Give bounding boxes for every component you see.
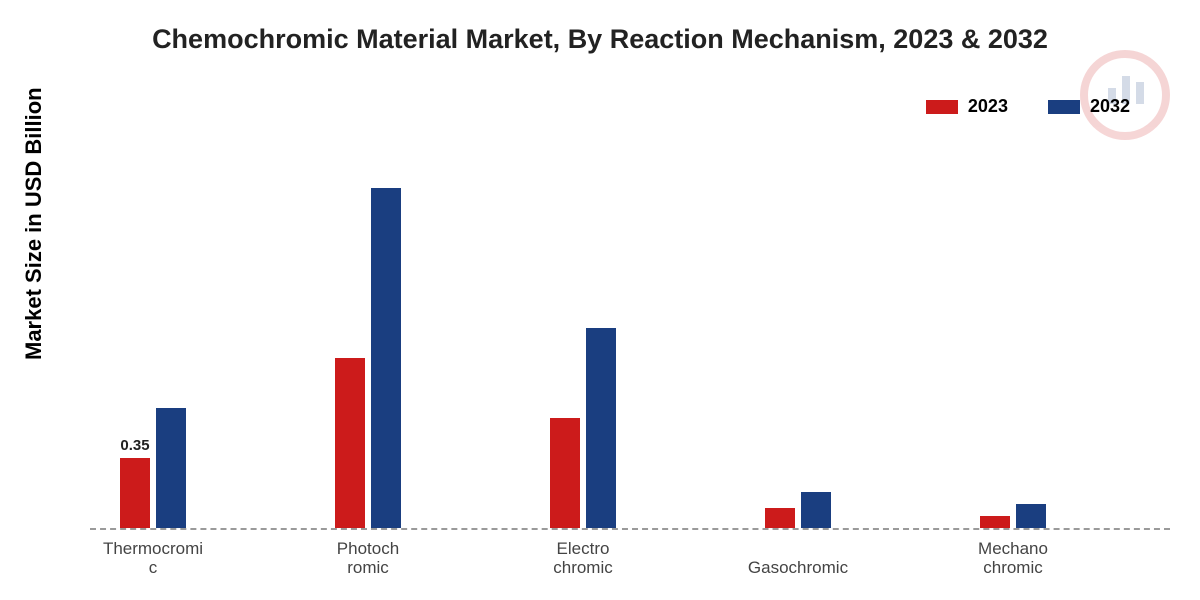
category-label: Mechanochromic [943,539,1083,578]
category-label: Thermocromic [83,539,223,578]
category-label: Electrochromic [513,539,653,578]
bar-2023 [120,458,150,528]
y-axis-label: Market Size in USD Billion [21,87,47,360]
plot-area: 0.35ThermocromicPhotochromicElectrochrom… [90,130,1170,530]
chart-title: Chemochromic Material Market, By Reactio… [0,24,1200,55]
x-axis-line [90,528,1170,530]
legend-swatch-2023 [926,100,958,114]
bar-2023 [980,516,1010,528]
bar-2032 [801,492,831,528]
legend-item-2032: 2032 [1048,96,1130,117]
bar-2023 [765,508,795,528]
bar-2032 [371,188,401,528]
category-label: Photochromic [298,539,438,578]
bar-2032 [586,328,616,528]
bar-2032 [1016,504,1046,528]
legend-swatch-2032 [1048,100,1080,114]
legend: 2023 2032 [926,96,1130,117]
bar-2023 [335,358,365,528]
bar-2032 [156,408,186,528]
watermark-logo [1080,50,1170,140]
legend-label-2032: 2032 [1090,96,1130,117]
category-label: Gasochromic [728,558,868,578]
bar-value-label: 0.35 [120,437,149,454]
legend-label-2023: 2023 [968,96,1008,117]
legend-item-2023: 2023 [926,96,1008,117]
bar-2023 [550,418,580,528]
